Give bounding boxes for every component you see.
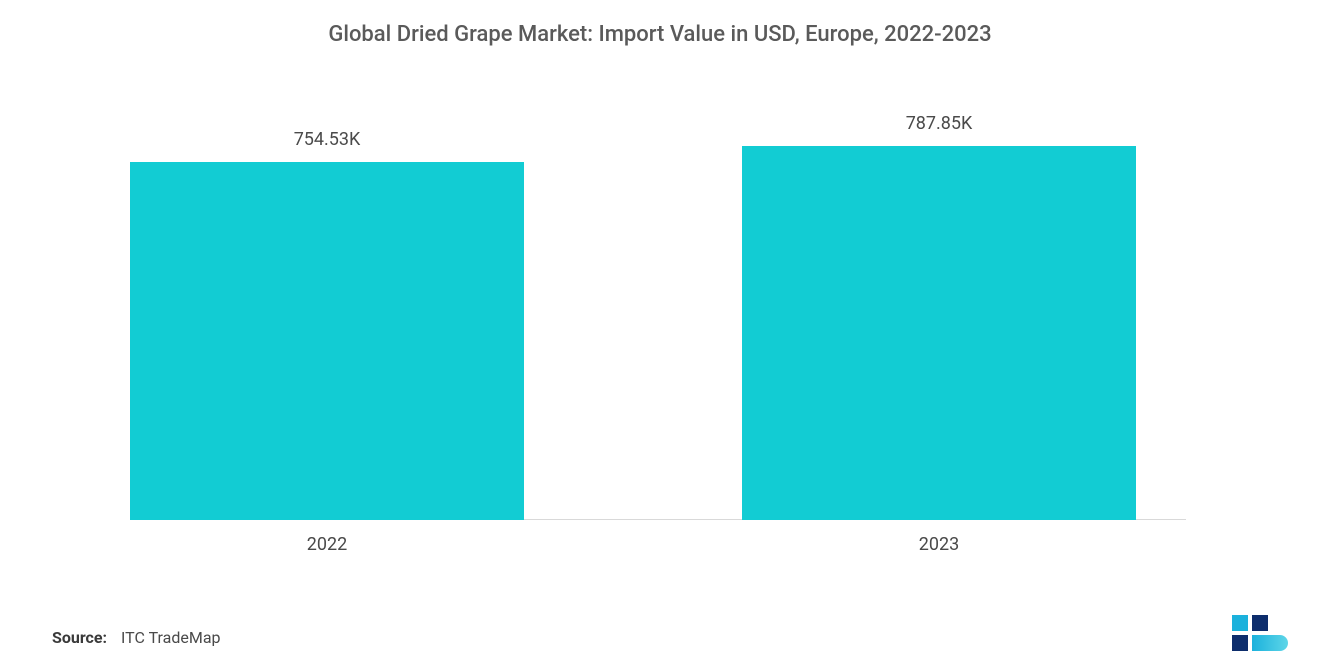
source-attribution: Source: ITC TradeMap <box>52 628 221 647</box>
category-label: 2023 <box>742 534 1136 555</box>
bar-value-label: 754.53K <box>130 129 524 150</box>
bar <box>130 162 524 520</box>
category-label: 2022 <box>130 534 524 555</box>
chart-title: Global Dried Grape Market: Import Value … <box>0 22 1320 47</box>
brand-logo <box>1232 615 1290 651</box>
bar-value-label: 787.85K <box>742 113 1136 134</box>
source-text: ITC TradeMap <box>121 628 220 647</box>
bar <box>742 146 1136 520</box>
source-label: Source: <box>52 628 107 647</box>
chart-container: Global Dried Grape Market: Import Value … <box>0 0 1320 665</box>
plot-area: 754.53K2022787.85K2023 <box>130 140 1186 520</box>
